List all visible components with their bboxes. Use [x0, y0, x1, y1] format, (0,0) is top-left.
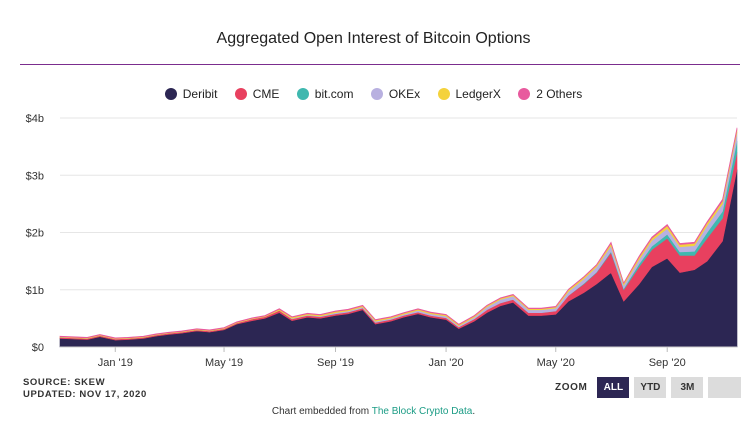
legend-swatch-others: [518, 88, 531, 100]
legend-swatch-okex: [370, 88, 383, 100]
legend-item-ledgerx[interactable]: LedgerX: [437, 87, 501, 101]
area-deribit: [59, 169, 738, 348]
zoom-extra-button[interactable]: [708, 377, 742, 398]
y-tick-label: $1b: [26, 285, 44, 297]
x-axis-ticks: Jan '19 May '19 Sep '19 Jan '20 May '20 Sep '…: [98, 347, 686, 369]
y-tick-label: $0: [32, 342, 44, 354]
zoom-controls: ZOOM ALL YTD 3M: [555, 377, 746, 398]
source-text: SOURCE: SKEW: [23, 377, 106, 388]
zoom-ytd-button[interactable]: YTD: [634, 377, 667, 398]
legend-label-ledgerx: LedgerX: [455, 87, 501, 101]
x-tick-label: Jan '19: [98, 357, 133, 369]
embed-credit: Chart embedded from The Block Crypto Dat…: [0, 406, 747, 417]
embed-link[interactable]: The Block Crypto Data: [371, 406, 473, 417]
embed-suffix: .: [472, 406, 476, 417]
y-tick-label: $3b: [26, 170, 44, 182]
chart-legend: Deribit CME bit.com OKEx LedgerX 2 Other…: [0, 87, 747, 103]
legend-item-cme[interactable]: CME: [234, 87, 280, 101]
y-tick-label: $2b: [26, 228, 44, 240]
chart-title: Aggregated Open Interest of Bitcoin Opti…: [216, 30, 531, 47]
legend-item-bitcom[interactable]: bit.com: [296, 87, 354, 101]
legend-swatch-bitcom: [296, 88, 309, 100]
x-tick-label: Sep '20: [649, 357, 686, 369]
title-divider: [20, 64, 740, 65]
x-tick-label: Jan '20: [429, 357, 464, 369]
legend-item-others[interactable]: 2 Others: [518, 87, 582, 101]
legend-label-cme: CME: [252, 87, 280, 101]
updated-text: UPDATED: NOV 17, 2020: [23, 389, 147, 400]
legend-swatch-deribit: [164, 88, 177, 100]
legend-item-okex[interactable]: OKEx: [370, 87, 421, 101]
legend-swatch-ledgerx: [437, 88, 450, 100]
x-tick-label: May '19: [205, 357, 243, 369]
legend-label-bitcom: bit.com: [314, 87, 354, 101]
x-tick-label: Sep '19: [317, 357, 354, 369]
zoom-label: ZOOM: [555, 382, 588, 393]
legend-item-deribit[interactable]: Deribit: [164, 87, 218, 101]
x-tick-label: May '20: [537, 357, 575, 369]
legend-label-okex: OKEx: [388, 87, 421, 101]
zoom-3m-button[interactable]: 3M: [671, 377, 704, 398]
zoom-all-button[interactable]: ALL: [597, 377, 630, 398]
legend-label-others: 2 Others: [536, 87, 583, 101]
legend-swatch-cme: [234, 88, 247, 100]
embed-prefix: Chart embedded from: [271, 406, 372, 417]
y-tick-label: $4b: [26, 113, 44, 125]
source-note: SOURCE: SKEW UPDATED: NOV 17, 2020: [23, 377, 147, 401]
y-axis-ticks: $0 $1b $2b $3b $4b: [26, 113, 44, 354]
area-2-others: [59, 127, 738, 339]
legend-label-deribit: Deribit: [182, 87, 218, 101]
area-series: [59, 127, 738, 348]
